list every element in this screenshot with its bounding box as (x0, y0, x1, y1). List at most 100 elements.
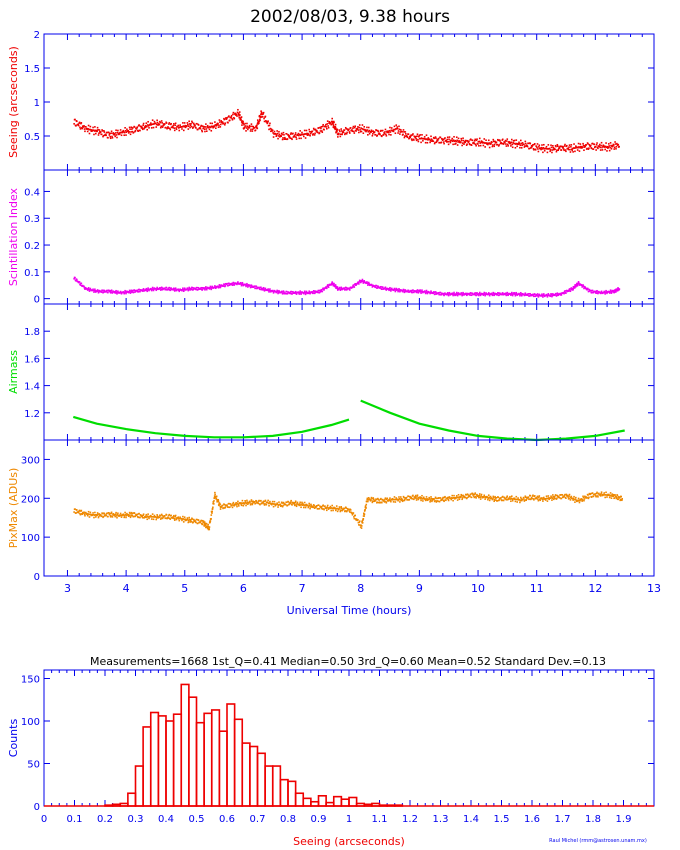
data-point (534, 148, 537, 151)
data-point (570, 146, 572, 148)
data-point (335, 129, 338, 132)
data-point (489, 495, 492, 498)
data-point (442, 292, 444, 295)
data-point (245, 502, 248, 505)
data-point (210, 125, 213, 128)
data-point (425, 291, 427, 293)
data-point (551, 149, 554, 151)
data-point (452, 496, 455, 499)
data-point (376, 129, 379, 132)
data-point (277, 291, 280, 294)
data-point (79, 128, 82, 130)
data-point (278, 290, 281, 293)
data-point (120, 134, 123, 137)
data-point (154, 516, 157, 518)
data-point (459, 293, 462, 296)
data-point (340, 507, 343, 510)
data-point (199, 288, 202, 290)
data-point (537, 498, 539, 500)
data-point (441, 499, 444, 501)
data-point (515, 498, 518, 501)
data-point (573, 287, 576, 289)
data-point (427, 137, 430, 139)
data-point (483, 138, 486, 140)
data-point (414, 136, 417, 139)
data-point (251, 500, 253, 503)
data-point (547, 497, 549, 500)
data-point (106, 131, 108, 134)
data-point (402, 499, 404, 502)
data-point (543, 293, 545, 295)
data-point (559, 494, 562, 496)
data-point (520, 498, 523, 500)
data-point (131, 514, 134, 517)
data-point (455, 142, 457, 145)
data-point (270, 503, 273, 506)
data-point (91, 514, 94, 516)
x-tick-label: 1.1 (372, 814, 388, 825)
data-point (567, 147, 569, 150)
data-point (424, 499, 427, 502)
data-point (365, 282, 368, 284)
data-point (507, 498, 509, 501)
data-point (453, 291, 455, 294)
data-point (362, 518, 365, 520)
data-point (162, 123, 165, 125)
data-point (555, 498, 558, 500)
data-point (453, 140, 456, 143)
data-point (294, 500, 297, 503)
data-point (557, 148, 560, 150)
data-point (103, 131, 106, 133)
data-point (111, 137, 114, 139)
data-point (497, 145, 500, 147)
histogram-bar (378, 804, 388, 807)
data-point (381, 135, 383, 138)
data-point (317, 127, 320, 129)
data-point (418, 290, 421, 293)
data-point (88, 288, 90, 291)
data-point (248, 126, 250, 129)
data-point (275, 290, 277, 293)
x-tick-label: 1 (346, 814, 352, 825)
data-point (131, 290, 133, 292)
data-point (551, 497, 554, 500)
data-point (342, 508, 345, 511)
data-point (560, 294, 563, 296)
data-point (610, 292, 613, 294)
data-point (549, 149, 552, 151)
data-point (611, 493, 614, 495)
histogram-bar (279, 778, 289, 807)
data-point (463, 495, 466, 498)
data-point (595, 292, 597, 294)
data-point (605, 142, 607, 144)
data-point (254, 287, 257, 290)
data-point (617, 287, 619, 289)
data-point (428, 497, 431, 500)
data-point (521, 142, 524, 144)
data-point (360, 527, 363, 529)
data-point (94, 132, 97, 135)
data-point (542, 296, 544, 298)
data-point (77, 511, 80, 514)
data-point (275, 134, 278, 136)
data-point (391, 130, 394, 132)
data-point (549, 294, 552, 297)
data-point (87, 287, 90, 289)
data-point (223, 283, 226, 286)
data-point (462, 291, 464, 294)
data-point (498, 294, 500, 296)
data-point (603, 492, 606, 494)
x-tick-label: 0.7 (250, 814, 266, 825)
data-point (124, 289, 126, 292)
data-point (611, 291, 613, 293)
data-point (389, 288, 392, 291)
data-point (402, 129, 405, 131)
data-point (453, 494, 455, 497)
data-point (483, 293, 486, 295)
data-point (451, 497, 454, 500)
data-point (127, 290, 130, 293)
data-point (320, 289, 322, 292)
data-point (89, 513, 91, 516)
data-point (456, 292, 458, 295)
data-point (620, 495, 622, 498)
